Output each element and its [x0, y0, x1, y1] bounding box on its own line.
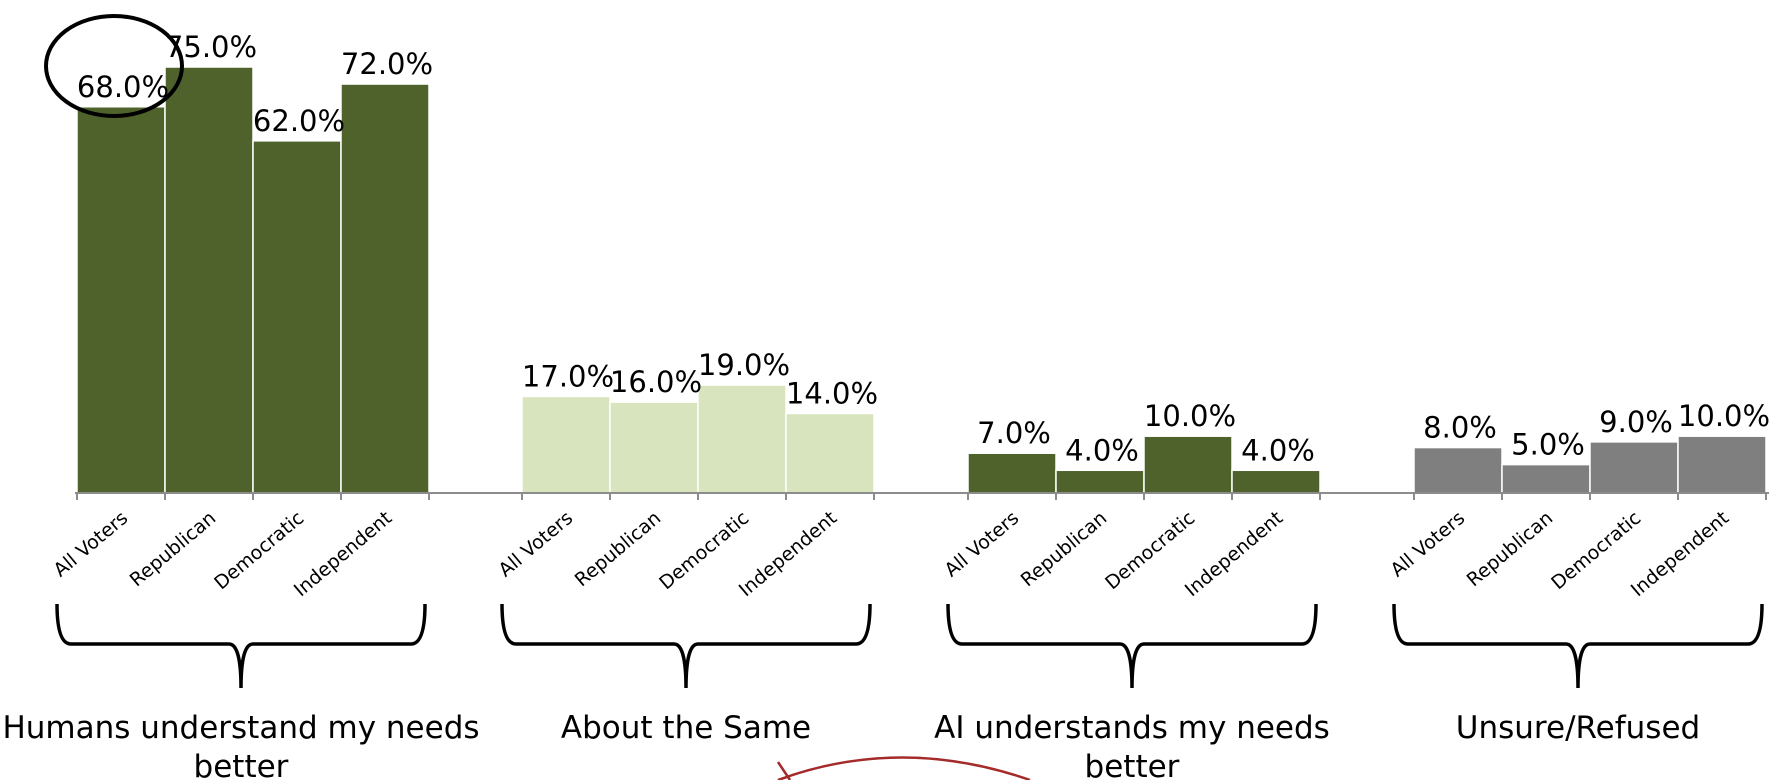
data-label-3-2: 9.0% — [1599, 405, 1673, 439]
group-label-3-line-0: Unsure/Refused — [1456, 710, 1700, 746]
tick-label-1-0: All Voters — [494, 507, 577, 581]
bar-0-0 — [76, 106, 166, 494]
data-label-1-3: 14.0% — [786, 376, 878, 410]
tick-label-2-1: Republican — [1017, 507, 1111, 591]
bars-layer — [76, 66, 1767, 494]
bar-2-0 — [967, 452, 1057, 494]
data-label-0-0: 68.0% — [77, 70, 169, 104]
ticks-layer: All VotersRepublicanDemocraticIndependen… — [49, 493, 1767, 601]
tick-label-3-1: Republican — [1463, 507, 1557, 591]
group-label-0-line-0: Humans understand my needs — [2, 710, 479, 746]
bar-3-0 — [1413, 446, 1503, 494]
data-label-1-2: 19.0% — [698, 348, 790, 382]
data-label-2-2: 10.0% — [1144, 399, 1236, 433]
data-label-0-2: 62.0% — [253, 104, 345, 138]
bar-2-2 — [1143, 435, 1233, 494]
tick-label-2-0: All Voters — [940, 507, 1023, 581]
data-label-2-0: 7.0% — [977, 416, 1051, 450]
bar-1-0 — [521, 395, 611, 494]
bar-3-3 — [1677, 435, 1767, 494]
data-label-2-3: 4.0% — [1241, 433, 1315, 467]
tick-label-3-0: All Voters — [1386, 507, 1469, 581]
data-label-0-3: 72.0% — [341, 47, 433, 81]
group-label-2-line-0: AI understands my needs — [934, 710, 1330, 746]
group-brace-1 — [500, 603, 872, 689]
bar-1-1 — [609, 401, 699, 494]
group-label-2-line-1: better — [1085, 749, 1180, 780]
bar-2-3 — [1231, 469, 1321, 494]
tick-label-1-1: Republican — [571, 507, 665, 591]
data-label-3-1: 5.0% — [1511, 428, 1585, 462]
bar-1-3 — [785, 412, 875, 494]
group-brace-2 — [946, 603, 1318, 689]
group-label-0-line-1: better — [194, 749, 289, 780]
labels-layer: 68.0%75.0%62.0%72.0%17.0%16.0%19.0%14.0%… — [77, 30, 1770, 467]
bar-1-2 — [697, 384, 787, 494]
data-label-1-0: 17.0% — [522, 359, 614, 393]
group-label-1-line-0: About the Same — [561, 710, 811, 746]
red-arrow-head — [776, 761, 792, 780]
bar-0-3 — [340, 83, 430, 494]
data-label-2-1: 4.0% — [1065, 433, 1139, 467]
data-label-3-0: 8.0% — [1423, 411, 1497, 445]
data-label-3-3: 10.0% — [1678, 399, 1770, 433]
red-curved-arrow — [777, 756, 1031, 780]
bar-3-1 — [1501, 463, 1591, 494]
bar-0-2 — [252, 140, 342, 494]
bar-3-2 — [1589, 441, 1679, 494]
group-brace-0 — [55, 603, 427, 689]
bar-0-1 — [164, 66, 254, 494]
tick-label-0-1: Republican — [126, 507, 220, 591]
tick-label-0-0: All Voters — [49, 507, 132, 581]
group-brace-3 — [1392, 603, 1764, 689]
data-label-1-1: 16.0% — [610, 365, 702, 399]
bar-2-1 — [1055, 469, 1145, 494]
braces-layer — [55, 603, 1764, 689]
highlight-ellipse — [44, 14, 184, 118]
